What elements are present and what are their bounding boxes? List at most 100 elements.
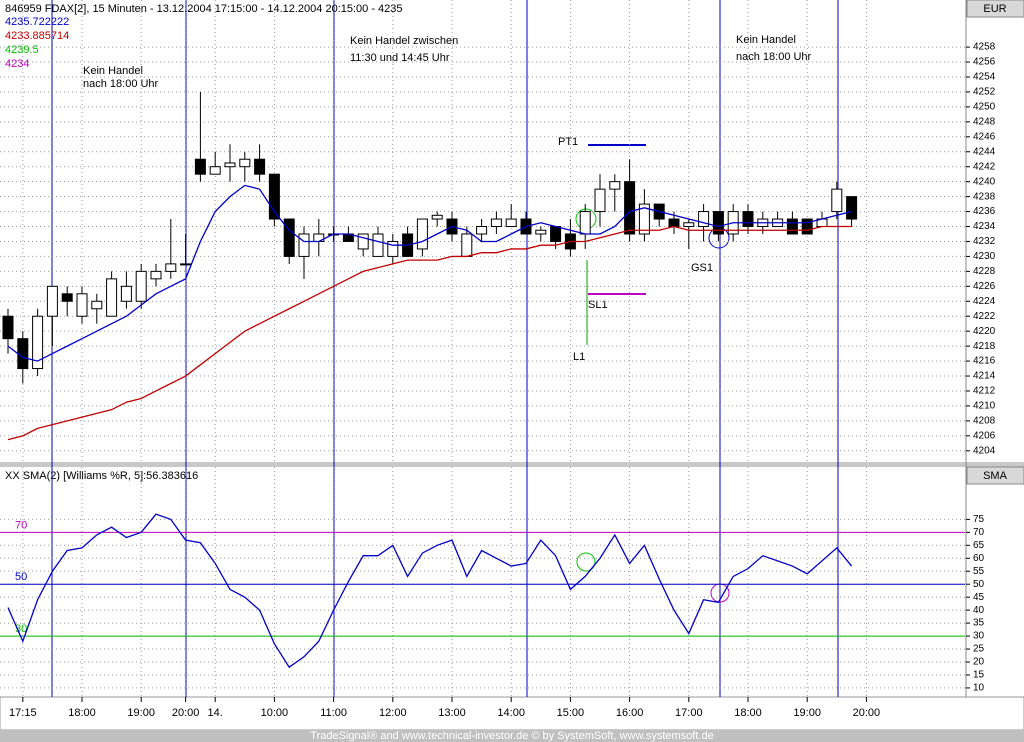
candle-body xyxy=(846,196,858,220)
annotation: PT1 xyxy=(558,136,578,148)
y-tick-label: 4250 xyxy=(973,102,996,113)
annotation: 11:30 und 14:45 Uhr xyxy=(350,52,450,64)
annotation: Kein Handel xyxy=(83,65,143,77)
annotation: Kein Handel xyxy=(736,34,796,46)
candle-body xyxy=(17,338,29,370)
y-tick-label: 4228 xyxy=(973,266,996,277)
y-tick-label: 25 xyxy=(973,644,985,655)
y-tick-label: 70 xyxy=(973,527,985,538)
y-tick-label: 10 xyxy=(973,683,985,694)
candle-body xyxy=(490,218,502,228)
candle-body xyxy=(194,158,206,175)
x-tick-label: 20:00 xyxy=(853,707,881,719)
y-tick-label: 4238 xyxy=(973,191,996,202)
candle-body xyxy=(698,211,710,228)
annotation: nach 18:00 Uhr xyxy=(736,51,812,63)
candle-body xyxy=(712,211,724,235)
candle-body xyxy=(224,162,236,168)
candle-body xyxy=(372,233,384,257)
candle-body xyxy=(283,218,295,257)
y-tick-label: 50 xyxy=(973,579,985,590)
x-tick-label: 13:00 xyxy=(438,707,466,719)
x-tick-label: 10:00 xyxy=(261,707,289,719)
y-tick-label: 4230 xyxy=(973,251,996,262)
candle-body xyxy=(579,211,591,235)
annotation: SL1 xyxy=(588,299,608,311)
candle-body xyxy=(550,226,562,242)
y-tick-label: 15 xyxy=(973,670,985,681)
candle-body xyxy=(683,222,695,228)
panel-title: XX SMA(2) [Williams %R, 5]:56.383616 xyxy=(5,470,198,482)
x-tick-label: 19:00 xyxy=(793,707,821,719)
candle-body xyxy=(91,300,103,310)
y-tick-label: 4204 xyxy=(973,445,996,456)
legend-entry: 4239.5 xyxy=(5,44,39,56)
unit-box xyxy=(966,0,1024,18)
y-tick-label: 4224 xyxy=(973,296,996,307)
candle-body xyxy=(254,158,266,175)
y-tick-label: 4212 xyxy=(973,386,996,397)
candle-body xyxy=(76,293,88,317)
legend-entry: 4234 xyxy=(5,58,29,70)
candle-body xyxy=(150,270,162,280)
x-tick-label: 12:00 xyxy=(379,707,407,719)
y-tick-label: 4236 xyxy=(973,206,996,217)
annotation: nach 18:00 Uhr xyxy=(83,78,159,90)
y-tick-label: 45 xyxy=(973,592,985,603)
candle-body xyxy=(387,240,399,257)
candle-body xyxy=(46,285,58,317)
x-tick-label: 16:00 xyxy=(616,707,644,719)
y-tick-label: 4216 xyxy=(973,356,996,367)
candle-body xyxy=(61,293,73,302)
x-tick-label: 18:00 xyxy=(734,707,762,719)
moving-average xyxy=(7,184,852,362)
y-tick-label: 4210 xyxy=(973,401,996,412)
candle-body xyxy=(624,181,636,235)
candle-body xyxy=(831,188,843,213)
annotation: L1 xyxy=(573,351,585,363)
y-tick-label: 75 xyxy=(973,514,985,525)
candle-body xyxy=(357,233,369,250)
y-tick-label: 4258 xyxy=(973,42,996,53)
level-label: 50 xyxy=(15,571,27,583)
y-tick-label: 4246 xyxy=(973,131,996,142)
candle-body xyxy=(668,218,680,228)
y-tick-label: 4208 xyxy=(973,416,996,427)
footer-bar xyxy=(0,730,1024,742)
candle-body xyxy=(535,229,547,235)
candle-body xyxy=(165,263,177,272)
footer: TradeSignal® and www.technical-investor.… xyxy=(310,730,713,742)
legend-entry: 4233.885714 xyxy=(5,30,69,42)
y-tick-label: 40 xyxy=(973,605,985,616)
candle-body xyxy=(135,270,147,302)
candle-body xyxy=(32,315,44,370)
candle-body xyxy=(120,285,132,302)
y-tick-label: 4256 xyxy=(973,57,996,68)
y-tick-label: 4244 xyxy=(973,146,996,157)
candle-body xyxy=(239,158,251,168)
y-tick-label: 30 xyxy=(973,631,985,642)
candle-body xyxy=(2,315,14,340)
y-tick-label: 4214 xyxy=(973,371,996,382)
signal-circle xyxy=(576,552,596,572)
candle-body xyxy=(801,218,813,235)
candle-body xyxy=(786,218,798,235)
candle-body xyxy=(180,263,192,266)
oscillator-line xyxy=(7,513,853,669)
candle-body xyxy=(416,218,428,250)
legend-entry: 4235.722222 xyxy=(5,16,69,28)
y-tick-label: 4234 xyxy=(973,221,996,232)
level-label: 70 xyxy=(15,519,27,531)
y-tick-label: 4240 xyxy=(973,176,996,187)
x-tick-label: 17:15 xyxy=(9,707,37,719)
y-tick-label: 60 xyxy=(973,553,985,564)
candle-body xyxy=(209,166,221,175)
candle-body xyxy=(742,211,754,228)
candle-body xyxy=(505,218,517,228)
candle-body xyxy=(609,181,621,190)
y-tick-label: 35 xyxy=(973,618,985,629)
y-tick-label: 4254 xyxy=(973,72,996,83)
y-tick-label: 4226 xyxy=(973,281,996,292)
y-tick-label: 4218 xyxy=(973,341,996,352)
